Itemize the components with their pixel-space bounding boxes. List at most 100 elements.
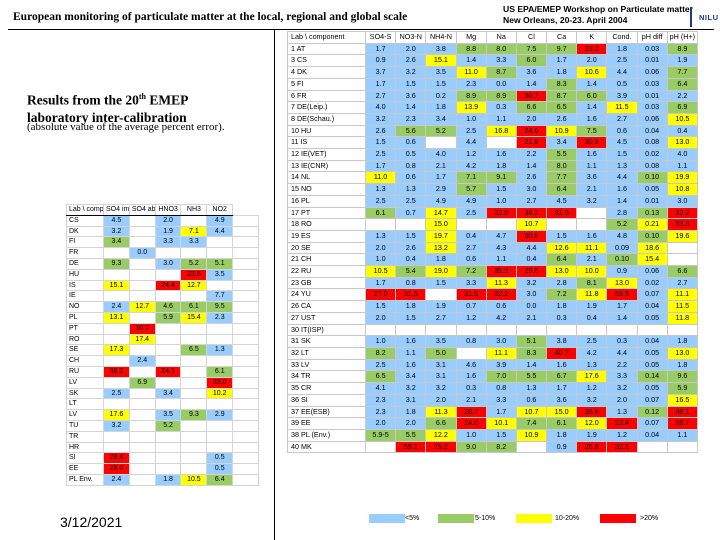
table-cell: 2.6: [364, 124, 397, 138]
table-cell: 33.0: [206, 376, 234, 389]
table-cell: 3.6: [395, 89, 427, 103]
row-label: 24 YU: [287, 288, 366, 302]
row-label: RU: [66, 365, 104, 378]
table-cell: 5.2: [425, 124, 457, 138]
table-cell: 11.0: [455, 66, 487, 79]
table-cell: 5.9-5: [364, 428, 397, 442]
table-cell: [154, 322, 182, 335]
table-cell: [232, 376, 259, 389]
table-cell: 1.5: [606, 148, 638, 161]
table-cell: 5.1: [206, 257, 234, 270]
table-cell: 2.6: [515, 171, 548, 185]
table-cell: [128, 452, 156, 465]
row-label: RO: [66, 333, 104, 346]
table-cell: 22.8: [485, 206, 517, 220]
table-cell: 16.5: [666, 393, 699, 407]
table-cell: 2.0: [364, 241, 397, 255]
table-cell: [103, 322, 130, 335]
table-cell: 10.0: [576, 265, 608, 278]
table-cell: 2.0: [515, 112, 548, 126]
table-cell: 3.9: [606, 89, 638, 103]
table-cell: 11.5: [666, 300, 699, 313]
table-cell: [206, 430, 234, 443]
table-cell: 4.2: [455, 159, 487, 173]
table-cell: 8.3: [546, 77, 578, 91]
table-cell: 23.2: [576, 42, 608, 56]
row-label: 3 CS: [287, 54, 366, 68]
table-cell: [128, 463, 156, 475]
row-label: 16 PL: [287, 194, 366, 208]
table-cell: [206, 355, 234, 367]
table-cell: 0.05: [636, 358, 668, 372]
table-cell: 10.5: [364, 265, 397, 278]
table-cell: 7.5: [515, 42, 548, 56]
table-cell: [425, 136, 457, 150]
table-cell: [128, 473, 156, 486]
table-cell: 8.2: [364, 346, 397, 360]
table-cell: 3.4: [103, 236, 130, 249]
column-header: NO2: [206, 204, 234, 216]
table-cell: 1.8: [546, 428, 578, 442]
table-cell: 0.8: [485, 382, 517, 395]
table-cell: 1.1: [666, 159, 699, 173]
column-header: pH (H+): [666, 31, 699, 44]
row-label: 22 RU: [287, 265, 366, 278]
table-cell: 0.3: [455, 382, 487, 395]
table-cell: 0.6: [606, 124, 638, 138]
table-cell: [180, 376, 208, 389]
table-cell: 2.8: [606, 206, 638, 220]
table-cell: 3.0: [154, 257, 182, 270]
table-cell: 5.9: [666, 382, 699, 395]
table-cell: [576, 206, 608, 220]
table-cell: 1.7: [364, 276, 397, 290]
table-cell: 1.8: [666, 358, 699, 372]
table-cell: [154, 441, 182, 454]
table-row: 15 NO 1.3 1.3 2.9 5.7 1.5 3.0 6.4 2.1 1.6 0.05 10.8: [287, 183, 699, 196]
table-cell: [128, 214, 156, 227]
table-row: SE 17.3 6.5 1.3: [66, 344, 259, 357]
table-cell: 7.7: [206, 290, 234, 303]
table-cell: 13.1: [103, 311, 130, 324]
table-cell: [128, 225, 156, 238]
column-header: NH3: [180, 204, 208, 216]
table-cell: 0.05: [636, 311, 668, 325]
table-cell: [515, 323, 548, 337]
row-label: 12 IE(VET): [287, 148, 366, 161]
table-cell: 1.7: [425, 171, 457, 185]
table-cell: [206, 247, 234, 259]
table-cell: 10.7: [515, 218, 548, 231]
row-label: LV: [66, 376, 104, 389]
table-cell: 3.5: [154, 409, 182, 421]
row-label: 10 HU: [287, 124, 366, 138]
table-cell: [425, 288, 457, 302]
table-cell: [103, 398, 130, 411]
table-row: LV 17.6 3.5 9.3 2.9: [66, 409, 259, 421]
table-cell: 2.4: [103, 301, 130, 313]
table-cell: [666, 323, 699, 337]
row-label: HR: [66, 441, 104, 454]
table-row: TU 3.2 5.2: [66, 419, 259, 432]
table-cell: 30.8: [576, 136, 608, 150]
table-row: PT 30.7: [66, 322, 259, 335]
table-cell: 3.0: [515, 288, 548, 302]
table-cell: [128, 236, 156, 249]
table-cell: 3.2: [606, 382, 638, 395]
table-cell: 24.1: [154, 365, 182, 378]
table-cell: 4.2: [485, 311, 517, 325]
table-row: IE 7.7: [66, 290, 259, 303]
table-cell: [128, 430, 156, 443]
table-row: 31 SK 1.0 1.6 3.5 0.8 3.0 5.1 3.8 2.5 0.3 0.04 1.8: [287, 335, 699, 348]
table-cell: 0.04: [636, 335, 668, 348]
legend-swatch: [516, 514, 552, 523]
table-cell: 2.1: [425, 159, 457, 173]
table-cell: 2.1: [576, 253, 608, 267]
table-row: SK 2.5 3.4 10.2: [66, 387, 259, 400]
table-row: 16 PL 2.5 2.5 4.9 4.9 1.0 2.7 4.5 3.2 1.4 0.01 3.0: [287, 194, 699, 208]
table-cell: [232, 214, 259, 227]
table-cell: 2.6: [395, 241, 427, 255]
table-cell: [103, 376, 130, 389]
table-cell: 8.9: [485, 89, 517, 103]
table-cell: 0.4: [515, 253, 548, 267]
table-cell: [546, 323, 578, 337]
table-row: 24 YU 27.0 31.5 31.5 32.2 3.0 7.2 11.8 59.5 0.07 1…: [287, 288, 699, 302]
